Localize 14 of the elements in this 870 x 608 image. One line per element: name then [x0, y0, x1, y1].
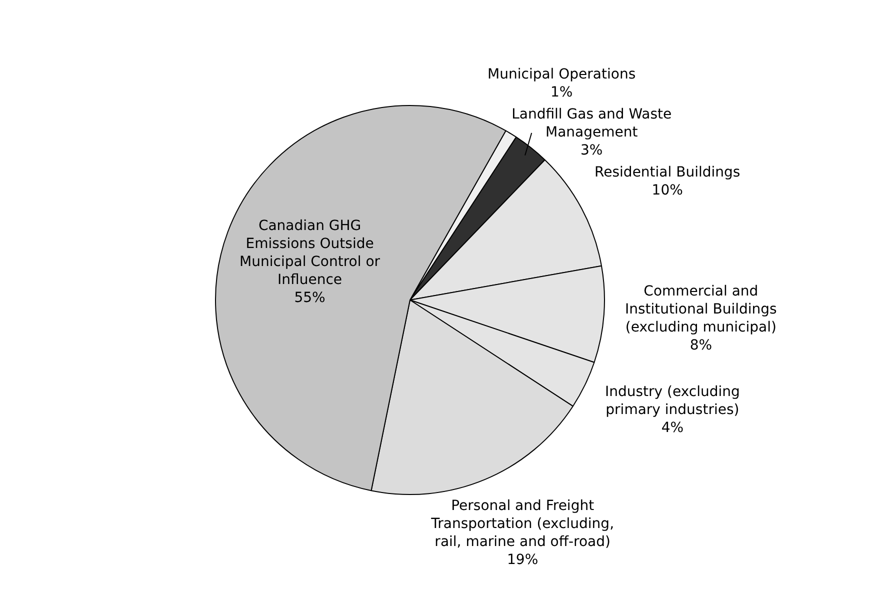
data-label: 1% — [550, 84, 573, 101]
data-label: 10% — [652, 182, 683, 199]
slice-label: Commercial and Institutional Buildings (excluding municipal) — [624, 284, 777, 336]
data-label: 55% — [294, 290, 326, 306]
slice-label: Canadian GHG Emissions Outside Municipal Control or Influence — [240, 218, 380, 288]
slice-label: Industry (excluding primary industries) — [604, 384, 740, 418]
data-label: 4% — [661, 420, 684, 436]
data-label: 3% — [580, 142, 603, 159]
slice-label: Municipal Operations — [488, 66, 636, 83]
slice-label: Residential Buildings — [594, 164, 740, 181]
data-label: 19% — [507, 552, 538, 568]
slice-label: Landfill Gas and Waste Management — [512, 106, 672, 141]
slice-label: Personal and Freight Transportation (excluding, rail, marine and off-road) — [430, 498, 614, 550]
data-label: 8% — [690, 338, 712, 354]
